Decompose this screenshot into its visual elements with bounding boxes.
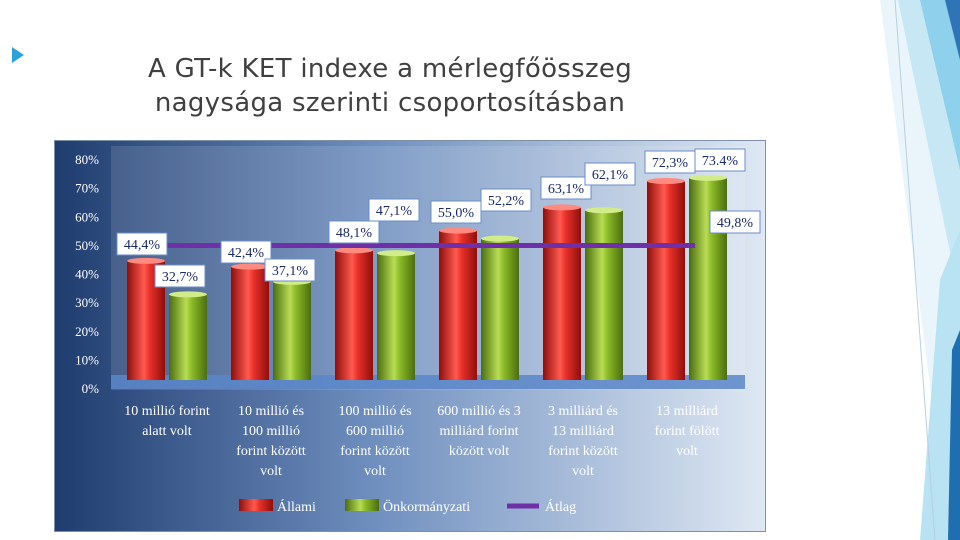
bar: [689, 177, 727, 380]
bar-cap: [377, 250, 415, 257]
y-tick-label: 80%: [75, 152, 99, 167]
y-tick-label: 10%: [75, 352, 99, 367]
bar: [585, 210, 623, 380]
x-tick-label: 600 millió és 3 milliárd forint között vol…: [437, 404, 521, 459]
legend-label: Átlag: [545, 498, 576, 515]
y-tick-label: 30%: [75, 295, 99, 310]
bar-chart: 0% 10% 20% 30% 40% 50% 60% 70% 80% 44,4% 42,4% 48,1…: [55, 141, 765, 531]
svg-text:49,8%: 49,8%: [717, 216, 754, 231]
svg-text:52,2%: 52,2%: [488, 194, 525, 209]
bar-cap: [481, 235, 519, 242]
x-tick-label: 100 millió és 600 millió forint között volt: [338, 404, 411, 479]
y-tick-label: 70%: [75, 181, 99, 196]
data-label: 62,1%: [584, 162, 636, 186]
title-line-1: A GT-k KET indexe a mérlegfőösszeg: [147, 54, 633, 84]
bar-cap: [127, 257, 165, 264]
decorative-shapes: [880, 0, 960, 540]
bar: [335, 250, 373, 380]
bar-cap: [439, 227, 477, 234]
legend-swatch: [239, 499, 273, 511]
data-label: 52,2%: [480, 188, 532, 212]
bar: [273, 281, 311, 380]
data-label: 63,1%: [540, 176, 592, 200]
svg-text:44,4%: 44,4%: [124, 238, 161, 253]
data-label: 47,1%: [368, 198, 420, 222]
legend-label: Önkormányzati: [383, 498, 470, 515]
y-tick-label: 0%: [82, 381, 100, 396]
bar-cap: [647, 178, 685, 185]
svg-text:55,0%: 55,0%: [438, 206, 475, 221]
bar: [231, 266, 269, 380]
page-title: A GT-k KET indexe a mérlegfőösszeg nagys…: [110, 52, 670, 120]
bar-cap: [231, 263, 269, 270]
legend-item: Átlag: [507, 498, 576, 515]
svg-text:32,7%: 32,7%: [162, 270, 199, 285]
plot-area: [111, 146, 745, 390]
chart-container: 0% 10% 20% 30% 40% 50% 60% 70% 80% 44,4% 42,4% 48,1…: [54, 140, 766, 532]
bar: [169, 294, 207, 380]
legend-item: Önkormányzati: [345, 498, 470, 515]
bar: [377, 253, 415, 380]
legend: Állami Önkormányzati Átlag: [239, 498, 576, 515]
bar-cap: [689, 174, 727, 181]
bar-cap: [585, 207, 623, 214]
data-label: 37,1%: [264, 258, 316, 282]
legend-item: Állami: [239, 498, 316, 515]
data-label: 42,4%: [220, 240, 272, 264]
svg-text:63,1%: 63,1%: [548, 182, 585, 197]
svg-text:62,1%: 62,1%: [592, 168, 629, 183]
y-tick-label: 40%: [75, 267, 99, 282]
bar-cap: [335, 247, 373, 254]
legend-label: Állami: [277, 498, 316, 515]
x-tick-label: 3 milliárd és 13 milliárd forint között vol…: [548, 404, 618, 479]
svg-text:47,1%: 47,1%: [376, 204, 413, 219]
x-tick-label: 10 millió és 100 millió forint között volt: [236, 404, 306, 479]
bar: [543, 207, 581, 380]
data-label: 32,7%: [154, 264, 206, 288]
title-line-2: nagysága szerinti csoportosításban: [154, 88, 626, 118]
y-tick-label: 20%: [75, 324, 99, 339]
legend-swatch: [345, 499, 379, 511]
svg-text:42,4%: 42,4%: [228, 246, 265, 261]
y-tick-label: 50%: [75, 238, 99, 253]
svg-text:72,3%: 72,3%: [652, 156, 689, 171]
svg-text:73.4%: 73.4%: [702, 154, 739, 169]
y-tick-label: 60%: [75, 209, 99, 224]
data-label: 72,3%: [644, 150, 696, 174]
svg-text:48,1%: 48,1%: [336, 226, 373, 241]
bar: [647, 181, 685, 380]
x-tick-label: 13 milliárd forint fölött volt: [655, 404, 720, 459]
data-label: 73.4%: [694, 148, 746, 172]
data-label: 44,4%: [116, 232, 168, 256]
svg-text:37,1%: 37,1%: [272, 264, 309, 279]
data-label: 49,8%: [709, 210, 761, 234]
bar-cap: [169, 291, 207, 298]
bar-cap: [543, 204, 581, 211]
x-tick-label: 10 millió forint alatt volt: [124, 404, 210, 439]
arrow-marker-icon: [12, 47, 24, 63]
bar: [439, 230, 477, 380]
data-label: 55,0%: [430, 200, 482, 224]
data-label: 48,1%: [328, 220, 380, 244]
bar: [481, 238, 519, 380]
